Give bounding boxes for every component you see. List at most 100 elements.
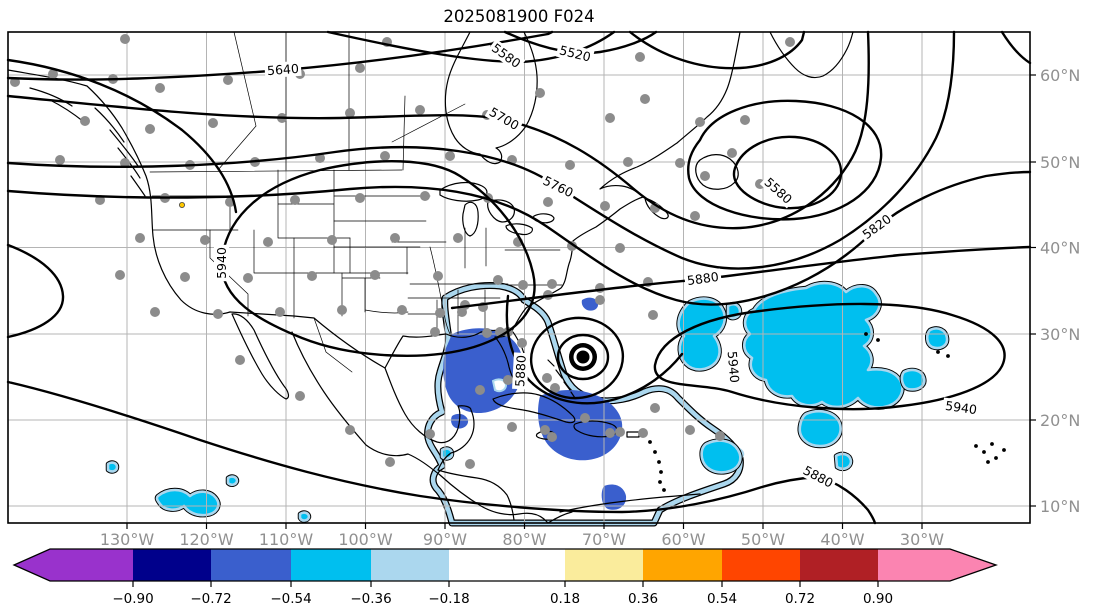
colorbar-left-arrow <box>14 549 50 581</box>
station-dot <box>640 94 650 104</box>
contour-hurricane-outer-ring <box>529 316 625 400</box>
station-dot <box>180 272 190 282</box>
colorbar-segment <box>878 549 950 581</box>
contour-label: 5520 <box>555 41 595 66</box>
station-dot <box>120 158 130 168</box>
island-speck <box>946 354 950 358</box>
colorbar-segment <box>371 549 449 581</box>
station-dot <box>715 431 725 441</box>
colorbar-segment <box>722 549 800 581</box>
contour-5940-east-loop <box>653 302 1006 411</box>
station-dot <box>208 118 218 128</box>
shade-blob <box>742 281 904 409</box>
coast-newfoundland <box>695 154 739 190</box>
island-speck <box>659 470 663 474</box>
station-dot <box>475 385 485 395</box>
contour-label-bg <box>214 244 229 282</box>
lat-lon-gridlines <box>8 32 1030 523</box>
station-dot <box>605 113 615 123</box>
coast-stlawrence-labrador <box>599 31 741 198</box>
station-dot <box>213 309 223 319</box>
contour-corner-ne <box>1000 30 1032 65</box>
contour-5880-north <box>450 245 1032 310</box>
station-dot <box>433 271 443 281</box>
station-dot <box>290 195 300 205</box>
x-tick-label: 30°W <box>900 530 944 549</box>
contour-5940-west-loop <box>220 160 536 357</box>
station-dot <box>623 157 633 167</box>
contour-label: 5880 <box>798 461 838 492</box>
shade-blob <box>900 368 926 391</box>
station-dot <box>337 305 347 315</box>
x-tick-label: 130°W <box>100 530 155 549</box>
contour-label-bg <box>942 397 981 418</box>
contour-label-bg <box>857 209 896 244</box>
station-dot <box>415 105 425 115</box>
x-tick-label: 110°W <box>259 530 314 549</box>
y-tick-label: 20°N <box>1040 411 1080 430</box>
station-dot <box>397 305 407 315</box>
station-dot <box>550 383 560 393</box>
station-dot <box>135 233 145 243</box>
shade-blob <box>155 488 220 517</box>
colorbar-segment <box>133 549 211 581</box>
coast-mexico-gulf-yucatan <box>384 367 475 471</box>
state-borders <box>149 31 563 373</box>
station-dot <box>785 37 795 47</box>
station-dot <box>542 373 552 383</box>
station-dot <box>145 124 155 134</box>
shade-blob <box>700 439 742 474</box>
colorbar-tick-label: 0.18 <box>550 591 580 607</box>
x-tick-label: 100°W <box>338 530 393 549</box>
contour-label: 5940 <box>724 348 743 386</box>
station-dot <box>420 191 430 201</box>
colorbar-tick-label: 0.90 <box>863 591 893 607</box>
station-dot <box>547 432 557 442</box>
contour-label-bg <box>512 352 529 390</box>
colorbar-segment <box>800 549 878 581</box>
shade-blob <box>226 475 239 487</box>
map-frame <box>7 31 1031 524</box>
station-dot <box>482 328 492 338</box>
station-dot <box>155 83 165 93</box>
x-tick-label: 50°W <box>741 530 785 549</box>
station-dot <box>355 63 365 73</box>
colorbar-segment <box>643 549 722 581</box>
y-tick-label: 60°N <box>1040 66 1080 85</box>
hurricane-symbol <box>569 343 597 371</box>
station-dot <box>425 429 435 439</box>
island-speck <box>662 488 666 492</box>
x-tick-label: 40°W <box>820 530 864 549</box>
contour-label-text: 5880 <box>686 269 720 288</box>
contour-label: 5880 <box>683 268 722 289</box>
coast-greenland <box>769 31 854 79</box>
x-tick-label: 90°W <box>423 530 467 549</box>
contour-label: 5760 <box>538 171 578 202</box>
colorbar-segment <box>449 549 565 581</box>
station-dot <box>507 422 517 432</box>
island-speck <box>974 444 978 448</box>
colorbar-tick-label: 0.36 <box>628 591 658 607</box>
contour-5940-nw-arm <box>6 58 238 214</box>
contour-hurricane-inner-ring <box>556 333 610 381</box>
hurricane-eye <box>576 350 590 364</box>
station-dot <box>565 160 575 170</box>
contour-5760 <box>6 30 956 270</box>
contour-label-text: 5640 <box>267 61 300 78</box>
coast-mexico-west <box>291 331 549 524</box>
colorbar-tick-label: −0.54 <box>270 591 311 607</box>
island-speck <box>1002 448 1006 452</box>
station-dot <box>595 283 605 293</box>
station-dot <box>700 171 710 181</box>
station-dot <box>740 115 750 125</box>
contour-label-bg <box>538 171 578 202</box>
contour-5700 <box>6 30 870 230</box>
station-dot <box>675 158 685 168</box>
station-dot <box>650 403 660 413</box>
contour-label-text: 5880 <box>801 462 836 490</box>
station-dot <box>615 427 625 437</box>
coast-bahamas <box>547 359 576 399</box>
contour-label: 5940 <box>942 397 981 418</box>
